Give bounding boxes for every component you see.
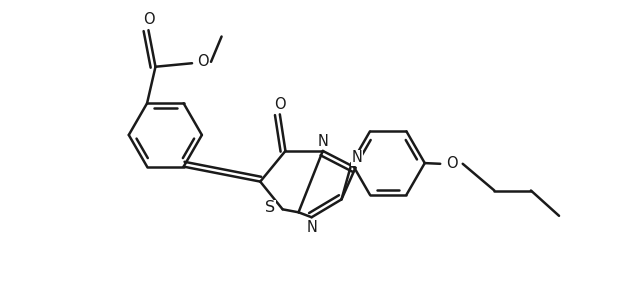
Text: N: N (317, 133, 328, 149)
Text: S: S (265, 201, 275, 216)
Text: O: O (445, 156, 458, 171)
Text: O: O (274, 97, 285, 112)
Text: N: N (351, 151, 362, 165)
Text: N: N (306, 220, 317, 235)
Text: O: O (143, 12, 154, 27)
Text: O: O (196, 54, 209, 69)
